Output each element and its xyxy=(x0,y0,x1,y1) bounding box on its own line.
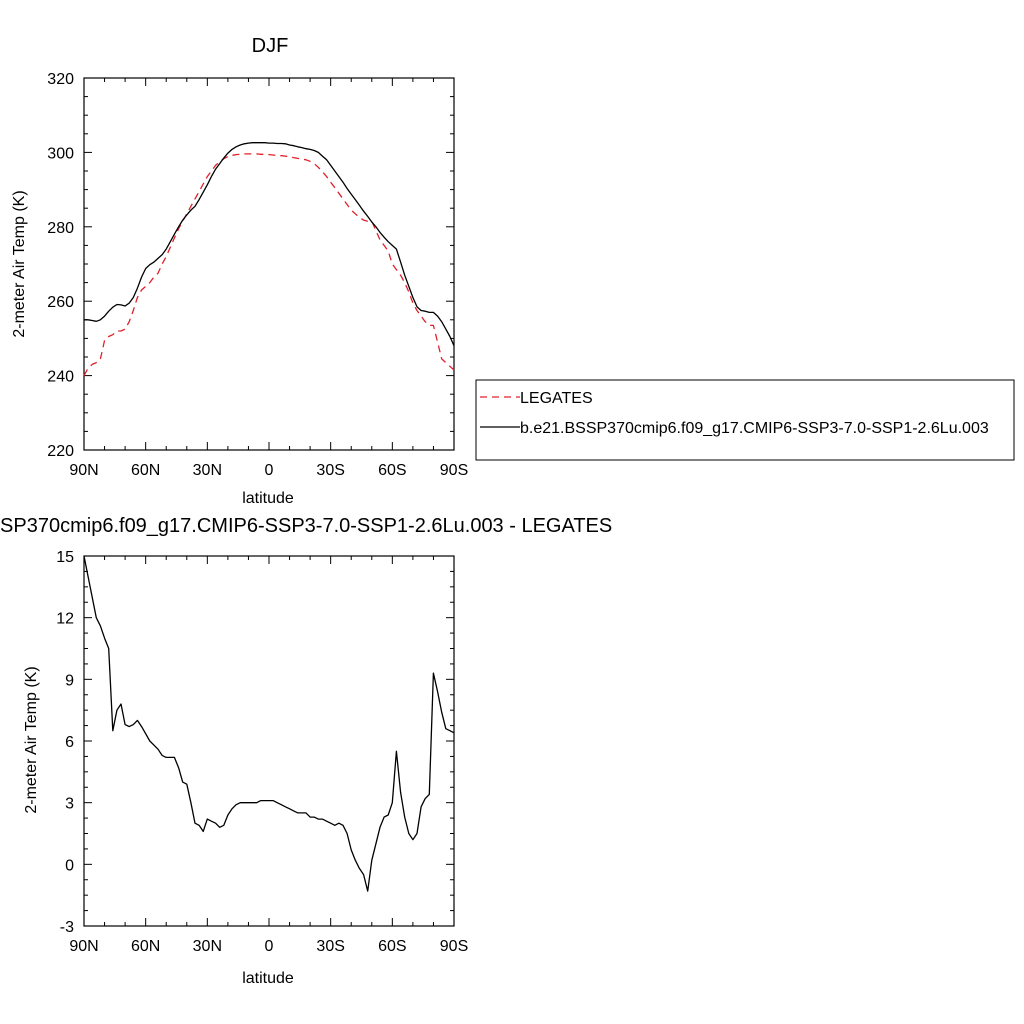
bottom-x-tick-label: 30N xyxy=(193,938,222,955)
bottom-x-tick-label: 90N xyxy=(69,938,98,955)
top-x-tick-label: 60N xyxy=(131,462,160,479)
top-series-group xyxy=(83,142,455,376)
top-x-tick-label: 90N xyxy=(69,462,98,479)
bottom-y-tick-label: 6 xyxy=(65,734,74,751)
legend-box xyxy=(475,379,1015,461)
bottom-y-tick-label: 15 xyxy=(56,549,74,566)
bottom-axis-ticks: -3 0 3 6 9 12 15 90N 60N 30N 0 30S 60S 90S xyxy=(56,549,468,955)
top-y-tick-label: 240 xyxy=(47,369,74,386)
bottom-series-line-1 xyxy=(83,555,455,892)
top-series-line-2 xyxy=(84,142,455,347)
top-x-tick-label: 30N xyxy=(193,462,222,479)
bottom-x-tick-label: 30S xyxy=(316,938,344,955)
bottom-x-tick-label: 60S xyxy=(378,938,406,955)
bottom-y-tick-label: 12 xyxy=(56,611,74,628)
legend: LEGATES b.e21.BSSP370cmip6.f09_g17.CMIP6… xyxy=(475,379,1015,461)
legend-label-model: b.e21.BSSP370cmip6.f09_g17.CMIP6-SSP3-7.… xyxy=(520,420,989,437)
top-x-axis-label: latitude xyxy=(242,490,294,507)
top-series-line-1 xyxy=(83,153,455,376)
top-axis-ticks: 220 240 260 280 300 320 90N 60N 30N 0 30S 60S 90S xyxy=(47,71,468,479)
top-y-tick-label: 280 xyxy=(47,220,74,237)
bottom-x-tick-label: 60N xyxy=(131,938,160,955)
top-x-tick-label: 60S xyxy=(378,462,406,479)
bottom-x-tick-label: 90S xyxy=(440,938,468,955)
top-x-tick-label: 30S xyxy=(316,462,344,479)
bottom-y-tick-label: -3 xyxy=(60,919,74,936)
bottom-y-axis-label: 2-meter Air Temp (K) xyxy=(23,666,40,813)
bottom-chart-title: b.e21.BSSP370cmip6.f09_g17.CMIP6-SSP3-7.… xyxy=(0,515,612,537)
top-y-tick-label: 300 xyxy=(47,145,74,162)
top-x-tick-label: 90S xyxy=(440,462,468,479)
top-y-tick-label: 260 xyxy=(47,294,74,311)
bottom-y-tick-label: 3 xyxy=(65,796,74,813)
legend-label-legates: LEGATES xyxy=(520,390,593,407)
bottom-series-group xyxy=(83,555,455,892)
bottom-x-tick-label: 0 xyxy=(265,938,274,955)
top-y-tick-label: 320 xyxy=(47,71,74,88)
bottom-x-axis-label: latitude xyxy=(242,970,294,987)
bottom-panel: b.e21.BSSP370cmip6.f09_g17.CMIP6-SSP3-7.… xyxy=(0,515,612,987)
top-chart-title: DJF xyxy=(252,35,289,57)
bottom-y-tick-label: 0 xyxy=(65,857,74,874)
bottom-y-tick-label: 9 xyxy=(65,672,74,689)
top-plot-frame xyxy=(83,77,455,451)
top-y-tick-label: 220 xyxy=(47,443,74,460)
top-panel: DJF 220 240 260 280 300 320 90N 60N 30N 0 30S 60S 90… xyxy=(11,35,468,507)
top-y-axis-label: 2-meter Air Temp (K) xyxy=(11,190,28,337)
top-x-tick-label: 0 xyxy=(265,462,274,479)
bottom-plot-frame xyxy=(83,555,455,927)
